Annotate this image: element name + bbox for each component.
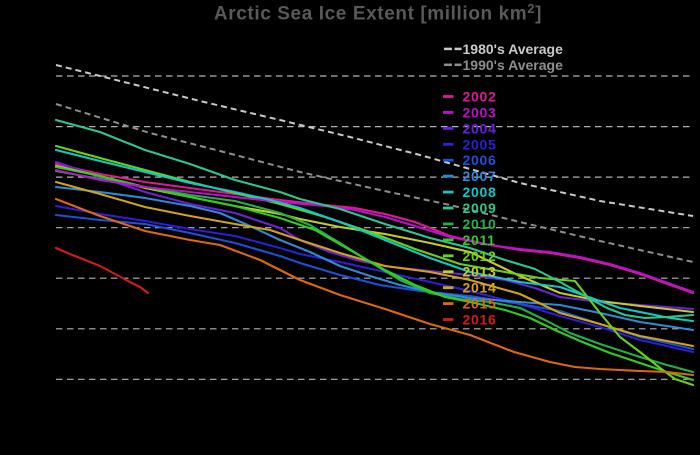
svg-text:2013: 2013 (463, 264, 497, 280)
svg-text:2008: 2008 (463, 184, 497, 200)
svg-text:2009: 2009 (463, 200, 497, 216)
svg-text:2003: 2003 (463, 104, 497, 120)
svg-text:2005: 2005 (463, 136, 497, 152)
svg-text:2011: 2011 (463, 232, 496, 248)
svg-text:2016: 2016 (463, 312, 497, 328)
svg-text:2004: 2004 (463, 120, 497, 136)
svg-text:2014: 2014 (463, 280, 497, 296)
svg-text:Arctic Sea Ice Extent [million: Arctic Sea Ice Extent [million km2] (214, 1, 542, 25)
svg-text:1980's Average: 1980's Average (463, 41, 564, 57)
svg-text:2006: 2006 (463, 152, 497, 168)
svg-text:1990's Average: 1990's Average (463, 57, 564, 73)
svg-text:2010: 2010 (463, 216, 497, 232)
svg-text:2002: 2002 (463, 89, 497, 105)
svg-text:2015: 2015 (463, 296, 497, 312)
svg-text:2007: 2007 (463, 168, 497, 184)
svg-text:2012: 2012 (463, 248, 497, 264)
